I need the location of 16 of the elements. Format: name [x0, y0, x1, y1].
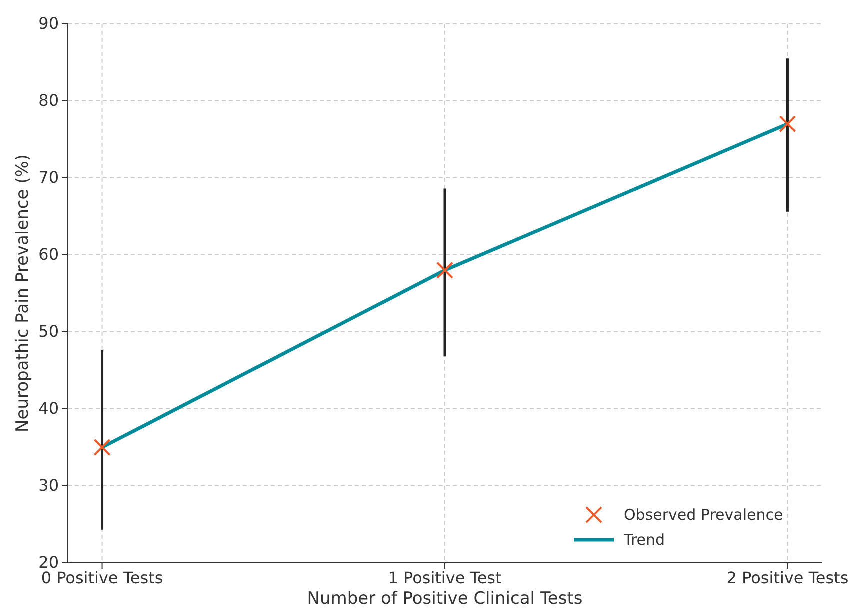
- y-tick-label: 40: [38, 399, 59, 418]
- y-tick-label: 80: [38, 91, 59, 110]
- x-tick-label: 2 Positive Tests: [726, 568, 849, 588]
- point: [779, 116, 796, 133]
- legend-label: Observed Prevalence: [624, 506, 784, 524]
- y-tick-label: 70: [38, 168, 59, 188]
- y-axis-title: Neuropathic Pain Prevalence (%): [13, 154, 33, 432]
- y-tick-label: 30: [38, 476, 59, 496]
- point: [436, 262, 454, 279]
- y-tick-label: 50: [38, 322, 59, 342]
- legend-label: Trend: [623, 531, 666, 549]
- y-tick-label: 60: [38, 245, 59, 264]
- x-axis-title: Number of Positive Clinical Tests: [307, 589, 583, 608]
- x-tick-label: 1 Positive Test: [388, 568, 502, 588]
- y-tick-label: 90: [38, 14, 59, 34]
- point: [94, 438, 111, 456]
